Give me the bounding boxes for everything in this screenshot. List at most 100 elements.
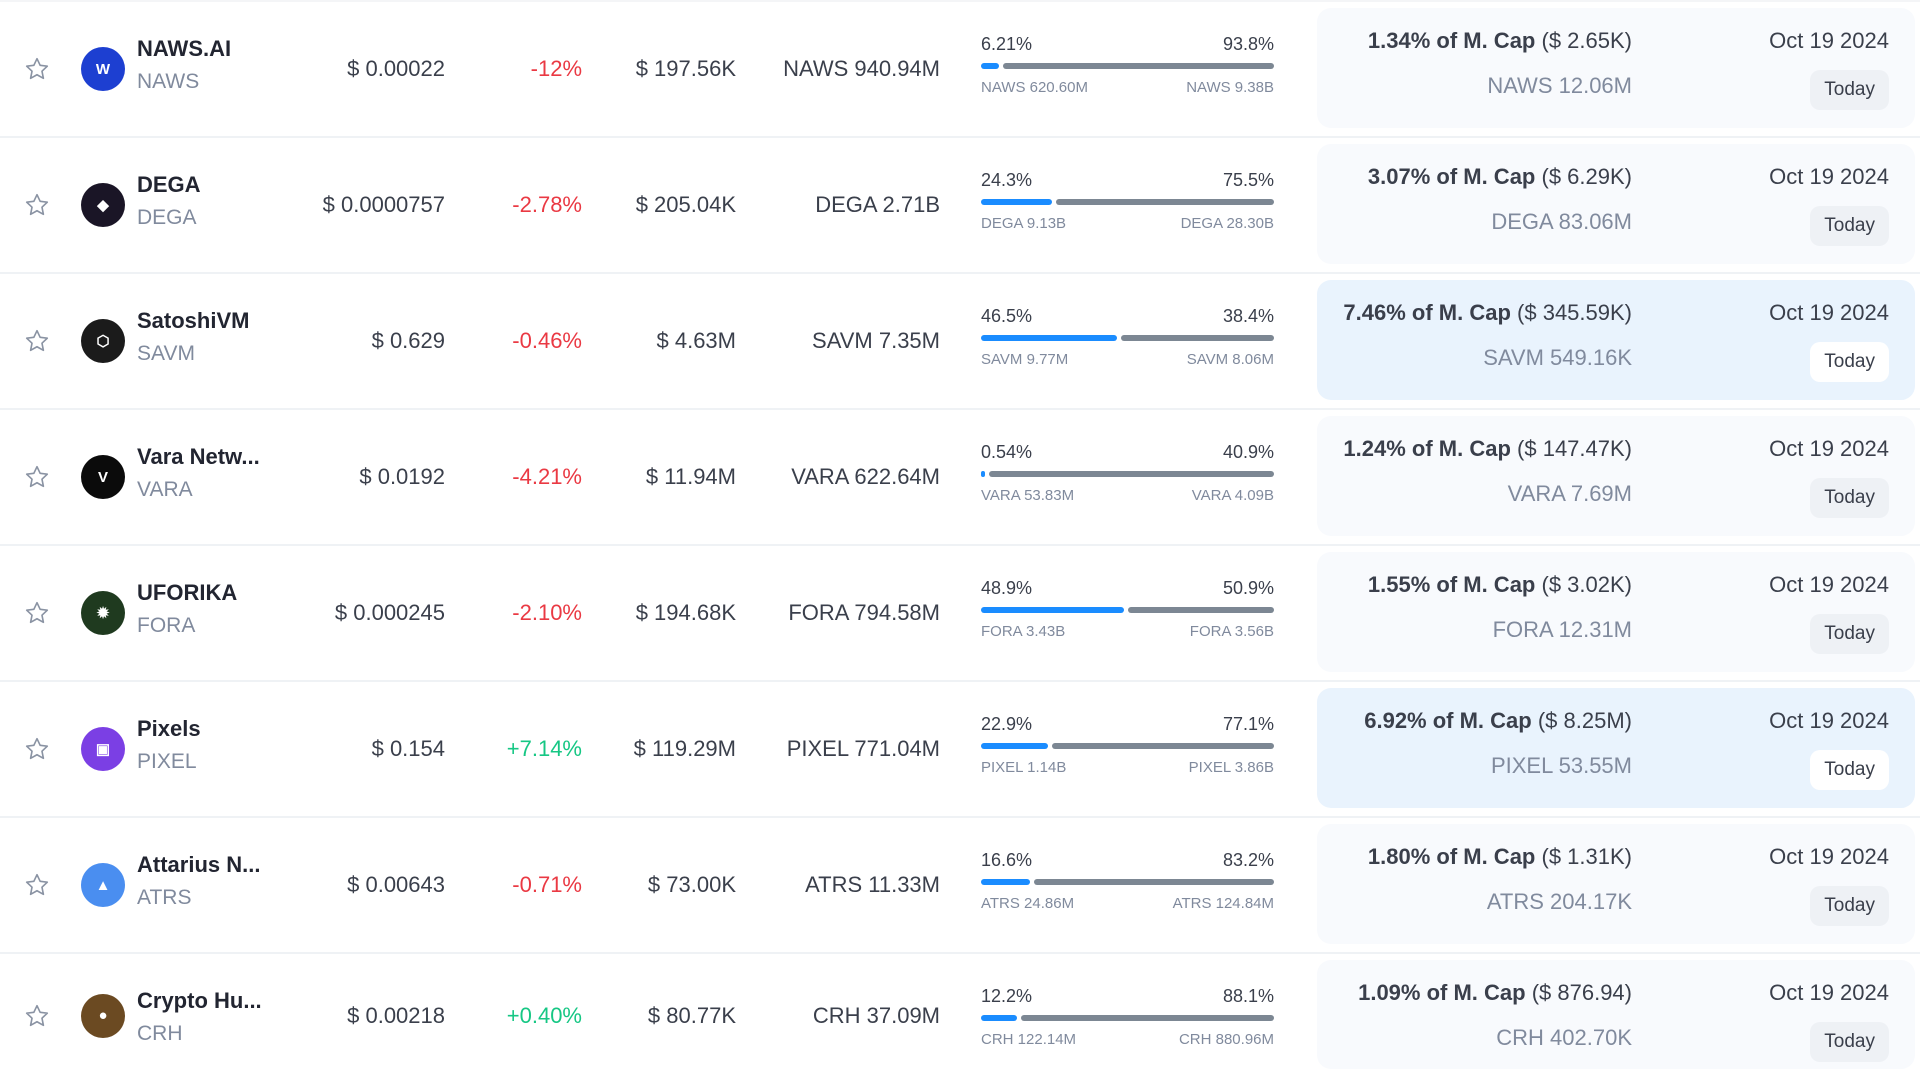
- locked-amount: FORA 3.56B: [1189, 623, 1274, 640]
- unlock-value: ($ 8.25M): [1537, 708, 1632, 733]
- unlocked-percent: 24.3%: [981, 170, 1033, 190]
- star-favorite-icon[interactable]: [24, 600, 50, 626]
- unlock-date: Oct 19 2024: [1769, 980, 1889, 1005]
- dega-logo-icon: ◆: [81, 183, 125, 227]
- unlock-date: Oct 19 2024: [1769, 436, 1889, 461]
- unlocked-percent: 16.6%: [981, 850, 1033, 870]
- star-favorite-icon[interactable]: [24, 192, 50, 218]
- table-row[interactable]: W NAWS.AI NAWS $ 0.00022 -12% $ 197.56K …: [0, 0, 1920, 136]
- price-change: -12%: [530, 56, 582, 81]
- star-favorite-icon[interactable]: [24, 1003, 50, 1029]
- star-favorite-icon[interactable]: [24, 872, 50, 898]
- table-row[interactable]: ◆ DEGA DEGA $ 0.0000757 -2.78% $ 205.04K…: [0, 136, 1920, 272]
- unlock-date: Oct 19 2024: [1769, 164, 1889, 189]
- token-name[interactable]: SatoshiVM: [137, 308, 250, 333]
- next-unlock-card[interactable]: 1.55% of M. Cap ($ 3.02K) FORA 12.31M Oc…: [1317, 552, 1915, 672]
- unlock-mcap-percent: 1.24% of M. Cap: [1343, 436, 1511, 461]
- token-symbol: SAVM: [137, 342, 195, 365]
- table-row[interactable]: ▣ Pixels PIXEL $ 0.154 +7.14% $ 119.29M …: [0, 680, 1920, 816]
- star-favorite-icon[interactable]: [24, 328, 50, 354]
- next-unlock-card[interactable]: 1.34% of M. Cap ($ 2.65K) NAWS 12.06M Oc…: [1317, 8, 1915, 128]
- unlocked-percent: 48.9%: [981, 578, 1033, 598]
- next-unlock-card[interactable]: 6.92% of M. Cap ($ 8.25M) PIXEL 53.55M O…: [1317, 688, 1915, 808]
- unlock-market-cap: 1.34% of M. Cap ($ 2.65K): [1368, 28, 1632, 54]
- next-unlock-card[interactable]: 3.07% of M. Cap ($ 6.29K) DEGA 83.06M Oc…: [1317, 144, 1915, 264]
- locked-percent: 88.1%: [1222, 986, 1274, 1006]
- unlock-value: ($ 2.65K): [1541, 28, 1633, 53]
- token-price: $ 0.000245: [334, 600, 445, 625]
- table-row[interactable]: ⬡ SatoshiVM SAVM $ 0.629 -0.46% $ 4.63M …: [0, 272, 1920, 408]
- star-favorite-icon[interactable]: [24, 56, 50, 82]
- token-symbol: DEGA: [137, 206, 197, 229]
- unlock-progress: 24.3% 75.5% DEGA 9.13B DEGA 28.30B: [981, 170, 1274, 232]
- progress-bar-unlocked-fill: [981, 1015, 1017, 1021]
- token-symbol: PIXEL: [137, 750, 197, 773]
- unlock-mcap-percent: 7.46% of M. Cap: [1343, 300, 1511, 325]
- circulating-supply: NAWS 940.94M: [783, 56, 940, 81]
- unlock-amount: FORA 12.31M: [1492, 617, 1632, 642]
- volume: $ 205.04K: [635, 192, 736, 217]
- token-name[interactable]: Vara Netw...: [137, 444, 260, 469]
- unlocked-amount: CRH 122.14M: [981, 1031, 1077, 1048]
- unlock-mcap-percent: 6.92% of M. Cap: [1364, 708, 1532, 733]
- unlock-market-cap: 1.80% of M. Cap ($ 1.31K): [1368, 844, 1632, 870]
- star-favorite-icon[interactable]: [24, 464, 50, 490]
- today-button[interactable]: Today: [1810, 886, 1889, 926]
- unlocked-amount: PIXEL 1.14B: [981, 759, 1067, 776]
- unlocked-amount: FORA 3.43B: [981, 623, 1066, 640]
- locked-amount: ATRS 124.84M: [1172, 895, 1274, 912]
- table-row[interactable]: V Vara Netw... VARA $ 0.0192 -4.21% $ 11…: [0, 408, 1920, 544]
- next-unlock-card[interactable]: 1.80% of M. Cap ($ 1.31K) ATRS 204.17K O…: [1317, 824, 1915, 944]
- progress-bar: [981, 1015, 1274, 1021]
- unlock-amount: VARA 7.69M: [1507, 481, 1632, 506]
- locked-percent: 75.5%: [1222, 170, 1274, 190]
- token-name[interactable]: Crypto Hu...: [137, 988, 262, 1013]
- token-symbol: CRH: [137, 1022, 183, 1045]
- today-button[interactable]: Today: [1810, 342, 1889, 382]
- today-button[interactable]: Today: [1810, 478, 1889, 518]
- today-button[interactable]: Today: [1810, 614, 1889, 654]
- progress-bar-unlocked-fill: [981, 607, 1125, 613]
- unlock-value: ($ 876.94): [1531, 980, 1632, 1005]
- token-name[interactable]: NAWS.AI: [137, 36, 232, 61]
- token-symbol: ATRS: [137, 886, 192, 909]
- progress-bar: [981, 63, 1274, 69]
- progress-bar-locked-fill: [1003, 63, 1274, 69]
- circulating-supply: VARA 622.64M: [791, 464, 940, 489]
- next-unlock-card[interactable]: 1.24% of M. Cap ($ 147.47K) VARA 7.69M O…: [1317, 416, 1915, 536]
- progress-bar: [981, 199, 1274, 205]
- unlock-progress: 0.54% 40.9% VARA 53.83M VARA 4.09B: [981, 442, 1274, 504]
- today-button[interactable]: Today: [1810, 1022, 1889, 1062]
- crypto-hunters-logo-icon: ●: [81, 993, 125, 1038]
- token-name[interactable]: Pixels: [137, 716, 201, 741]
- token-price: $ 0.629: [371, 328, 445, 353]
- circulating-supply: CRH 37.09M: [812, 1002, 940, 1028]
- unlock-date: Oct 19 2024: [1769, 844, 1889, 869]
- table-row[interactable]: ● Crypto Hu... CRH $ 0.00218 +0.40% $ 80…: [0, 952, 1920, 1077]
- token-name[interactable]: DEGA: [137, 172, 201, 197]
- token-price: $ 0.00643: [347, 872, 445, 897]
- unlock-market-cap: 1.24% of M. Cap ($ 147.47K): [1343, 436, 1632, 462]
- today-button[interactable]: Today: [1810, 750, 1889, 790]
- unlock-date: Oct 19 2024: [1769, 28, 1889, 53]
- today-button[interactable]: Today: [1810, 206, 1889, 246]
- price-change: -4.21%: [512, 464, 582, 489]
- table-row[interactable]: ▲ Attarius N... ATRS $ 0.00643 -0.71% $ …: [0, 816, 1920, 952]
- unlock-value: ($ 6.29K): [1541, 164, 1633, 189]
- table-row[interactable]: ✹ UFORIKA FORA $ 0.000245 -2.10% $ 194.6…: [0, 544, 1920, 680]
- locked-amount: CRH 880.96M: [1178, 1031, 1274, 1048]
- unlock-market-cap: 1.55% of M. Cap ($ 3.02K): [1368, 572, 1632, 598]
- unlock-value: ($ 1.31K): [1541, 844, 1633, 869]
- locked-amount: SAVM 8.06M: [1186, 351, 1274, 368]
- price-change: +0.40%: [506, 1002, 582, 1028]
- unlock-mcap-percent: 1.55% of M. Cap: [1367, 572, 1536, 597]
- token-name[interactable]: UFORIKA: [137, 580, 238, 605]
- volume: $ 119.29M: [633, 736, 736, 761]
- progress-bar-locked-fill: [1056, 199, 1274, 205]
- progress-bar-unlocked-fill: [981, 879, 1030, 885]
- next-unlock-card[interactable]: 7.46% of M. Cap ($ 345.59K) SAVM 549.16K…: [1317, 280, 1915, 400]
- token-name[interactable]: Attarius N...: [137, 852, 261, 877]
- star-favorite-icon[interactable]: [24, 736, 50, 762]
- today-button[interactable]: Today: [1810, 70, 1889, 110]
- next-unlock-card[interactable]: 1.09% of M. Cap ($ 876.94) CRH 402.70K O…: [1317, 960, 1915, 1069]
